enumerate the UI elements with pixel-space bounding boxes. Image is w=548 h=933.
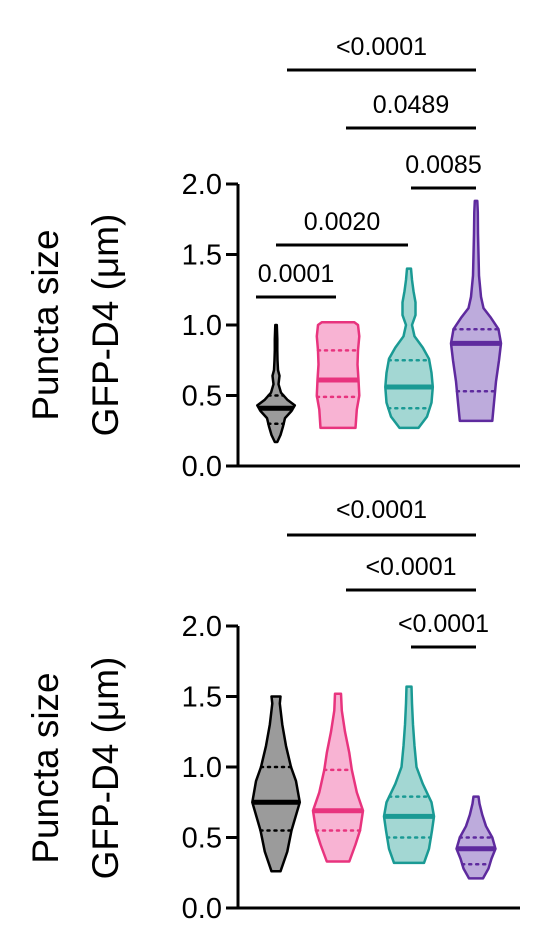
p-value-label: <0.0001 [398,610,489,638]
y-tick-label: 1.5 [182,682,222,714]
violin-shape [256,323,297,444]
y-tick-label: 0.5 [182,823,222,855]
violin-shape [449,199,503,423]
y-tick-label: 0.5 [182,381,222,413]
y-tick-label: 2.0 [182,169,222,201]
p-value-label: <0.0001 [365,553,456,581]
y-tick-label: 1.0 [182,752,222,784]
violin-shape [315,320,361,430]
p-value-label: 0.0001 [258,260,334,288]
violin-shape [311,692,365,863]
y-axis-label-line-1: Puncta size [25,672,66,863]
y-tick-label: 0.0 [182,451,222,483]
violin-panel-2: 0.0 0.5 1.0 1.5 2.0 Puncta size GFP-D4 (μm) <0.… [25,496,520,925]
y-tick-label: 2.0 [182,611,222,643]
y-axis-label-line-1: Puncta size [25,229,66,420]
violin-panel-1: 0.0 0.5 1.0 1.5 2.0 Puncta size GFP-D4 (μm) <0.… [25,33,520,483]
y-axis-label-line-2: GFP-D4 (μm) [85,214,126,437]
p-value-label: 0.0020 [304,208,380,236]
p-value-label: 0.0489 [373,91,449,119]
p-value-label: <0.0001 [336,33,427,61]
y-tick-label: 1.0 [182,310,222,342]
p-value-label: 0.0085 [405,151,481,179]
y-axis-label-line-2: GFP-D4 (μm) [85,657,126,880]
y-tick-label: 0.0 [182,893,222,925]
violin-shape [384,267,435,430]
violin-shape [251,695,302,873]
y-tick-label: 1.5 [182,240,222,272]
p-value-label: <0.0001 [336,496,427,524]
